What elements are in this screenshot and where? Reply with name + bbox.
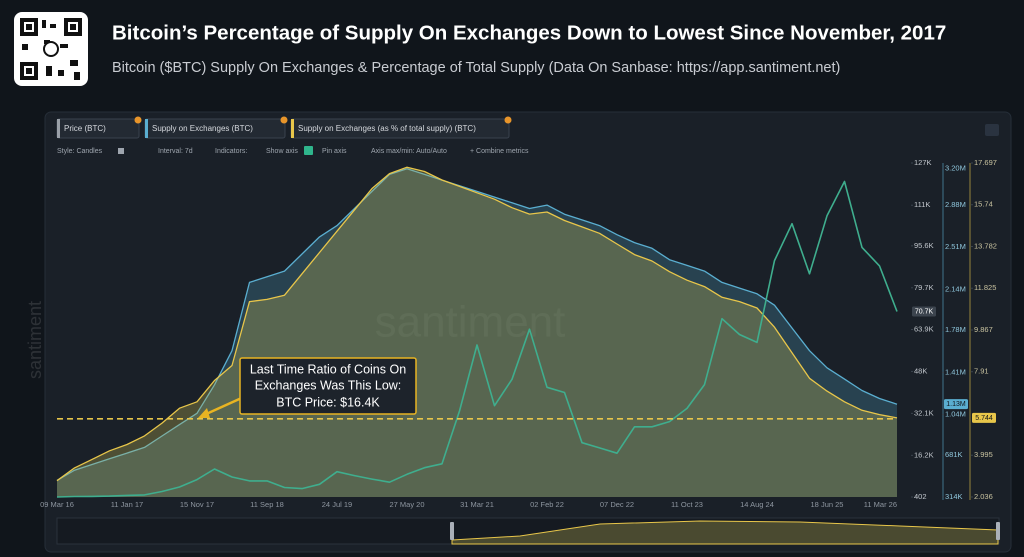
annotation-arrowhead xyxy=(198,408,210,418)
y-tick-label: 95.6K xyxy=(914,241,934,250)
series-line xyxy=(56,180,898,498)
checkbox[interactable] xyxy=(304,146,313,155)
current-value-label: 70.7K xyxy=(915,308,934,315)
x-tick-label: 24 Jul 19 xyxy=(322,500,352,509)
y-tick-label: 16.2K xyxy=(914,450,934,459)
x-tick-label: 09 Mar 16 xyxy=(40,500,74,509)
y-tick-label: 127K xyxy=(914,158,932,167)
y-tick-label: 2.88M xyxy=(945,200,966,209)
y-tick-label: 1.41M xyxy=(945,367,966,376)
y-tick-label: 402 xyxy=(914,492,927,501)
current-value-badge xyxy=(944,399,968,410)
area-fill xyxy=(57,168,897,497)
toolbar-item[interactable]: Pin axis xyxy=(322,148,347,155)
y-tick-label: 2.51M xyxy=(945,242,966,251)
y-tick-label: 314K xyxy=(945,492,963,501)
annotation-arrow xyxy=(203,394,247,417)
legend-label: Supply on Exchanges (as % of total suppl… xyxy=(298,124,476,133)
x-tick-label: 07 Dec 22 xyxy=(600,500,634,509)
y-tick-label: 1.04M xyxy=(945,409,966,418)
y-tick-label: 79.7K xyxy=(914,283,934,292)
legend-swatch xyxy=(145,119,148,138)
x-tick-label: 11 Sep 18 xyxy=(250,500,284,509)
toolbar-item[interactable]: + Combine metrics xyxy=(470,148,529,155)
annotation-text: Last Time Ratio of Coins On xyxy=(250,362,406,376)
y-tick-label: 9.867 xyxy=(974,325,993,334)
watermark: santiment xyxy=(375,298,566,347)
y-tick-label: 32.1K xyxy=(914,408,934,417)
x-tick-label: 11 Jan 17 xyxy=(111,500,143,509)
color-swatch[interactable] xyxy=(118,148,124,154)
annotation-box xyxy=(239,357,417,415)
toolbar-item[interactable]: Indicators: xyxy=(215,148,247,155)
x-tick-label: 15 Nov 17 xyxy=(180,500,214,509)
y-tick-label: 3.20M xyxy=(945,164,966,173)
y-tick-label: 11.825 xyxy=(974,283,996,292)
legend-swatch xyxy=(57,119,60,138)
y-tick-label: 7.91 xyxy=(974,367,989,376)
y-tick-label: 3.995 xyxy=(974,450,993,459)
x-tick-label: 11 Oct 23 xyxy=(671,500,703,509)
x-tick-label: 27 May 20 xyxy=(389,500,424,509)
badge xyxy=(504,116,512,124)
qr-logo xyxy=(14,12,88,86)
annotation-text: Exchanges Was This Low: xyxy=(255,378,402,392)
navigator-area xyxy=(451,520,999,545)
y-tick-label: 13.782 xyxy=(974,241,997,250)
y-tick-label: 15.74 xyxy=(974,200,993,209)
panel-button[interactable] xyxy=(985,124,999,136)
navigator-handle[interactable] xyxy=(450,522,454,540)
legend-swatch xyxy=(291,119,294,138)
y-tick-label: 2.14M xyxy=(945,284,966,293)
x-tick-label: 14 Aug 24 xyxy=(740,500,774,509)
x-tick-label: 31 Mar 21 xyxy=(460,500,494,509)
legend: Price (BTC) Supply on Exchanges (BTC) Su… xyxy=(56,116,512,139)
chart-title: Bitcoin’s Percentage of Supply On Exchan… xyxy=(112,21,946,44)
watermark: santiment xyxy=(25,301,45,379)
toolbar-item[interactable]: Style: Candles xyxy=(57,148,103,155)
toolbar-item[interactable]: Interval: 7d xyxy=(158,148,193,155)
series-line xyxy=(56,166,898,482)
x-tick-label: 18 Jun 25 xyxy=(811,500,844,509)
navigator-handle[interactable] xyxy=(996,522,1000,540)
annotation: Last Time Ratio of Coins On Exchanges Wa… xyxy=(198,357,417,418)
toolbar-item[interactable]: Axis max/min: Auto/Auto xyxy=(371,148,447,155)
current-value-label: 1.13M xyxy=(946,401,966,408)
toolbar: Style: Candles Interval: 7d Indicators: … xyxy=(57,146,529,155)
y-tick-label: 681K xyxy=(945,450,963,459)
y-tick-label: 17.697 xyxy=(974,158,997,167)
current-value-badge xyxy=(912,306,936,317)
y-tick-label: 111K xyxy=(914,200,930,209)
legend-label: Supply on Exchanges (BTC) xyxy=(152,124,253,133)
badge xyxy=(280,116,288,124)
series-line xyxy=(56,168,898,481)
current-value-badge xyxy=(972,412,996,423)
annotation-text: BTC Price: $16.4K xyxy=(276,395,380,409)
legend-label: Price (BTC) xyxy=(64,124,106,133)
y-tick-label: 63.9K xyxy=(914,324,934,333)
chart-subtitle: Bitcoin ($BTC) Supply On Exchanges & Per… xyxy=(112,60,840,76)
x-tick-label: 11 Mar 26 xyxy=(864,500,897,509)
badge xyxy=(134,116,142,124)
y-tick-label: 48K xyxy=(914,366,927,375)
y-tick-label: 2.036 xyxy=(974,492,993,501)
toolbar-item[interactable]: Show axis xyxy=(266,148,298,155)
current-value-label: 5.744 xyxy=(975,415,993,422)
x-tick-label: 02 Feb 22 xyxy=(530,500,564,509)
y-tick-label: 1.78M xyxy=(945,325,966,334)
